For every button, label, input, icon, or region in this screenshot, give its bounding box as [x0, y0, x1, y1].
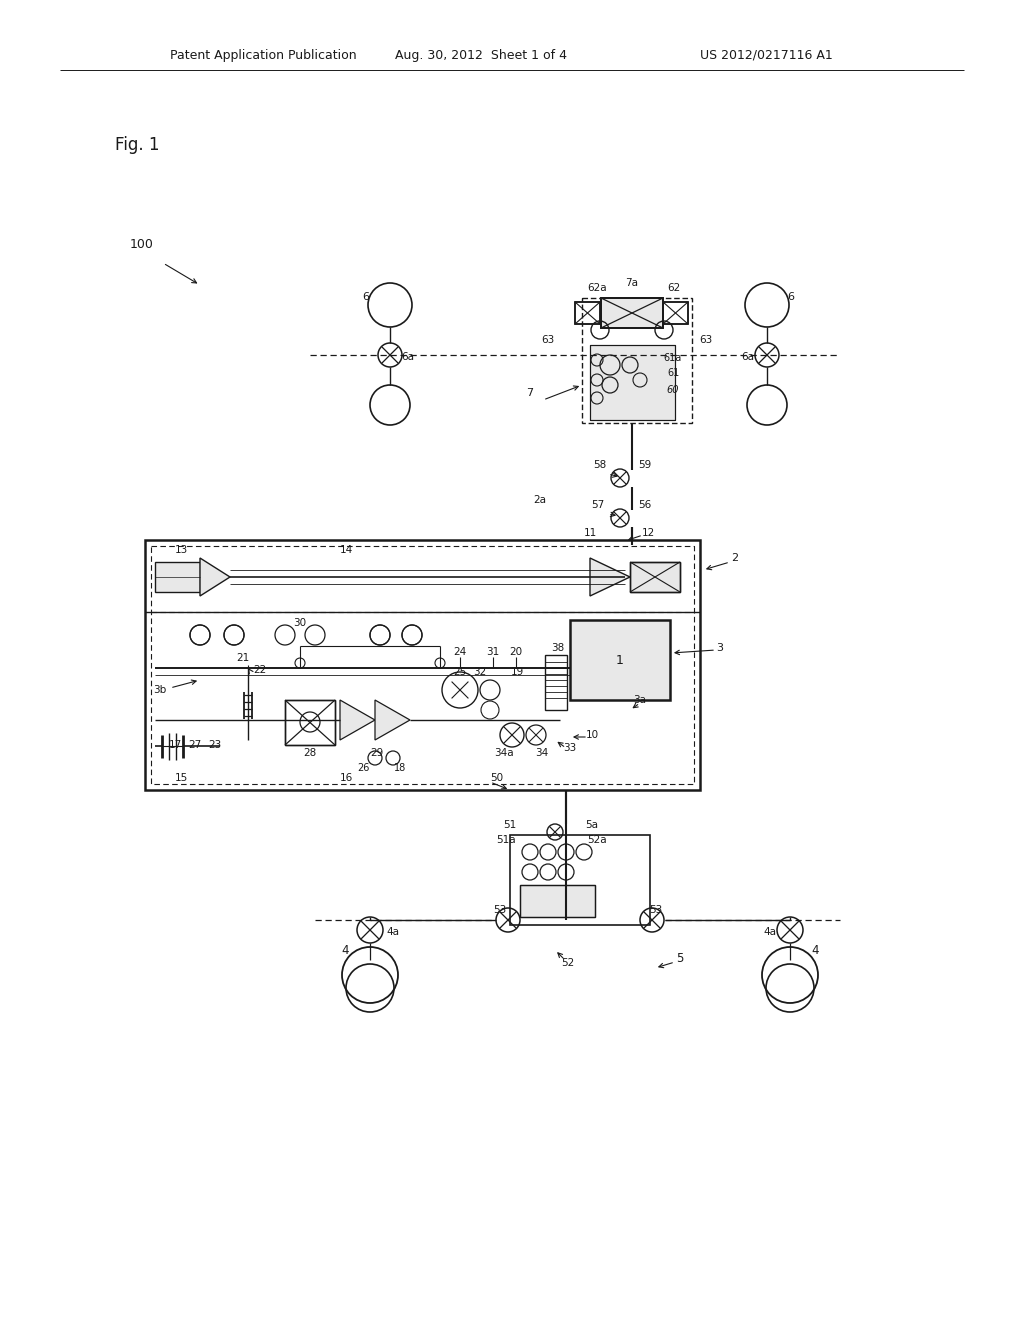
Polygon shape: [155, 562, 200, 591]
Text: 32: 32: [473, 667, 486, 677]
Polygon shape: [200, 558, 230, 597]
Bar: [601, 298, 663, 327]
Text: 34a: 34a: [495, 748, 514, 758]
Bar: [285, 700, 335, 744]
Text: 23: 23: [208, 741, 221, 750]
Text: 28: 28: [303, 748, 316, 758]
Text: 24: 24: [454, 647, 467, 657]
Text: 1: 1: [616, 653, 624, 667]
Text: 2: 2: [731, 553, 738, 564]
Bar: [152, 548, 707, 610]
Text: 61: 61: [667, 368, 679, 378]
Text: 14: 14: [340, 545, 353, 554]
Text: 3b: 3b: [153, 685, 166, 696]
Text: 52a: 52a: [587, 836, 607, 845]
Text: 4a: 4a: [764, 927, 776, 937]
Bar: [630, 562, 680, 591]
Text: 25: 25: [454, 667, 467, 677]
Bar: [575, 302, 600, 323]
Text: 63: 63: [542, 335, 555, 345]
Text: 18: 18: [394, 763, 407, 774]
Text: 31: 31: [486, 647, 500, 657]
Text: 52: 52: [561, 958, 574, 968]
Text: 4a: 4a: [386, 927, 399, 937]
Text: 61a: 61a: [664, 352, 682, 363]
Text: 15: 15: [175, 774, 188, 783]
Text: 4: 4: [811, 944, 819, 957]
Text: 53: 53: [494, 906, 507, 915]
Text: 3a: 3a: [634, 696, 646, 705]
Text: 59: 59: [638, 459, 651, 470]
Polygon shape: [375, 700, 410, 741]
Text: 51a: 51a: [497, 836, 516, 845]
Text: 12: 12: [641, 528, 654, 539]
Text: 60: 60: [667, 385, 679, 395]
Text: 5a: 5a: [586, 820, 598, 830]
Text: 21: 21: [237, 653, 250, 663]
Text: 3: 3: [717, 643, 724, 653]
Bar: [285, 700, 335, 744]
Text: 13: 13: [175, 545, 188, 554]
Text: 16: 16: [340, 774, 353, 783]
Bar: [582, 298, 692, 422]
Text: 56: 56: [638, 500, 651, 510]
Text: 53: 53: [649, 906, 663, 915]
Bar: [145, 540, 700, 789]
Text: 30: 30: [294, 618, 306, 628]
Text: 17: 17: [168, 741, 181, 750]
Bar: [663, 302, 688, 323]
Text: 20: 20: [509, 647, 522, 657]
Text: 26: 26: [356, 763, 370, 774]
Text: 7: 7: [526, 388, 534, 399]
Text: 6: 6: [362, 292, 370, 302]
Text: 7a: 7a: [626, 279, 639, 288]
Text: 2a: 2a: [534, 495, 547, 506]
Text: Patent Application Publication: Patent Application Publication: [170, 49, 356, 62]
Text: 62: 62: [668, 282, 681, 293]
Text: US 2012/0217116 A1: US 2012/0217116 A1: [700, 49, 833, 62]
Bar: [590, 345, 675, 420]
Text: 62a: 62a: [587, 282, 607, 293]
Text: Aug. 30, 2012  Sheet 1 of 4: Aug. 30, 2012 Sheet 1 of 4: [395, 49, 567, 62]
Text: 29: 29: [371, 748, 384, 758]
Bar: [570, 620, 670, 700]
Text: 22: 22: [253, 665, 266, 675]
Bar: [510, 836, 650, 925]
Text: 6: 6: [787, 292, 795, 302]
Text: 51: 51: [504, 820, 517, 830]
Bar: [520, 884, 595, 917]
Bar: [601, 298, 663, 327]
Text: 100: 100: [130, 239, 154, 252]
Polygon shape: [340, 700, 375, 741]
Bar: [520, 884, 595, 917]
Text: 34: 34: [536, 748, 549, 758]
Text: 58: 58: [593, 459, 606, 470]
Bar: [590, 345, 675, 420]
Text: 4: 4: [341, 944, 349, 957]
Text: 63: 63: [699, 335, 713, 345]
Text: 10: 10: [586, 730, 599, 741]
Polygon shape: [590, 558, 630, 597]
Text: 6a: 6a: [401, 352, 415, 362]
Bar: [151, 546, 694, 784]
Bar: [663, 302, 688, 323]
Text: 6a: 6a: [741, 352, 755, 362]
Text: 50: 50: [490, 774, 503, 783]
Text: 57: 57: [592, 500, 604, 510]
Text: 19: 19: [510, 667, 523, 677]
Bar: [575, 302, 600, 323]
Text: 33: 33: [563, 743, 577, 752]
Bar: [545, 655, 567, 710]
Text: 11: 11: [584, 528, 597, 539]
Text: 38: 38: [551, 643, 564, 653]
Text: 27: 27: [188, 741, 202, 750]
Text: Fig. 1: Fig. 1: [115, 136, 160, 154]
Bar: [630, 562, 680, 591]
Text: 5: 5: [676, 952, 684, 965]
